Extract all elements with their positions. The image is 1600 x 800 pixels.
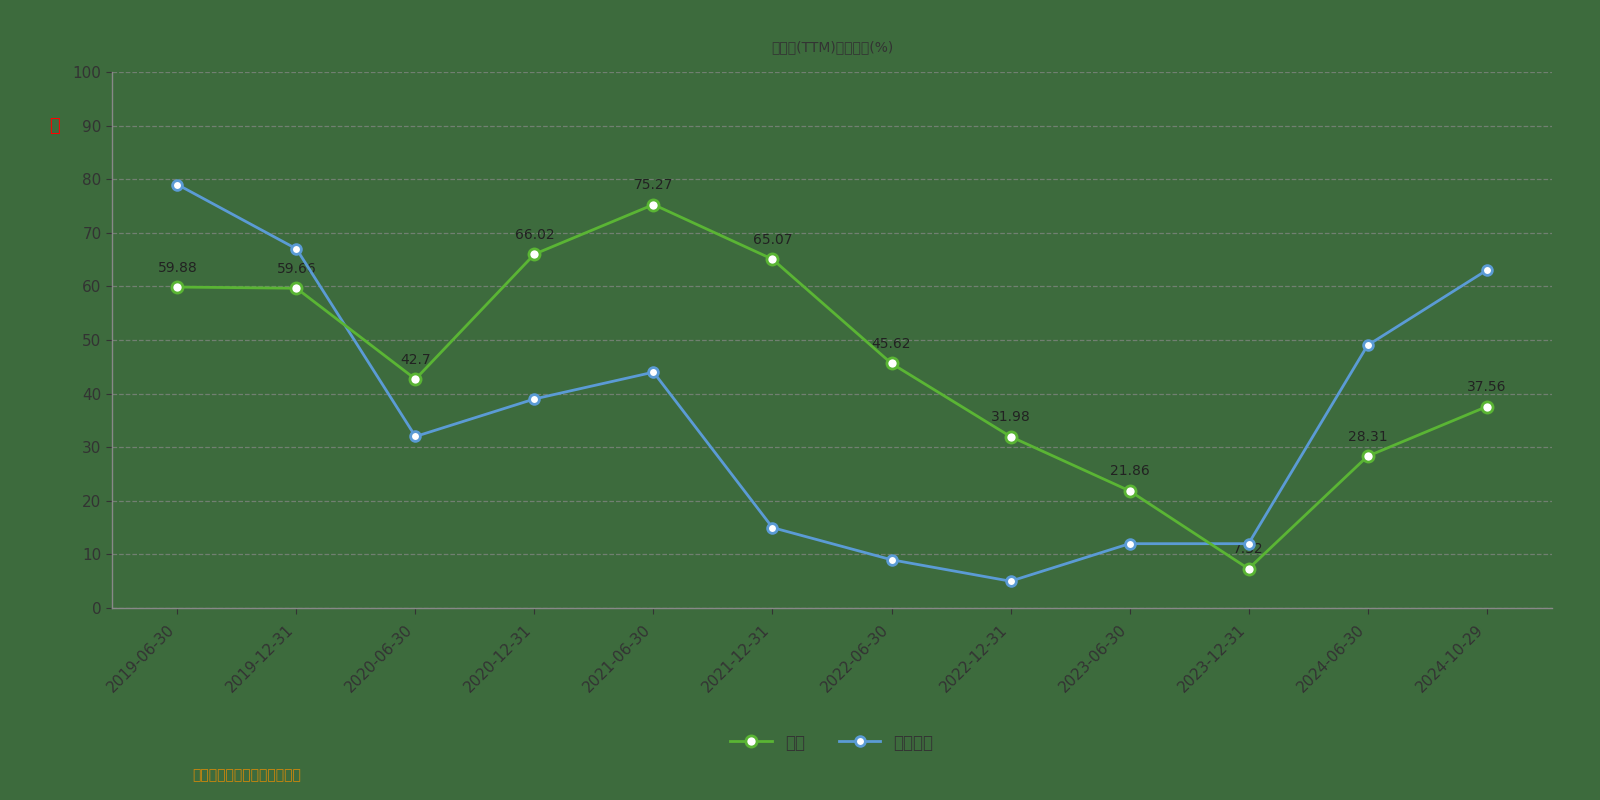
Text: 66.02: 66.02 bbox=[515, 228, 554, 242]
Text: 21.86: 21.86 bbox=[1110, 464, 1149, 478]
Text: 45.62: 45.62 bbox=[872, 337, 912, 351]
Text: 31.98: 31.98 bbox=[990, 410, 1030, 424]
Text: 28.31: 28.31 bbox=[1347, 430, 1387, 444]
Legend: 公司, 行业均值: 公司, 行业均值 bbox=[722, 726, 942, 761]
Text: 42.7: 42.7 bbox=[400, 353, 430, 366]
公司 bbox=[286, 283, 306, 293]
Text: 制图数据来自恒生聚源数据库: 制图数据来自恒生聚源数据库 bbox=[192, 768, 301, 782]
公司 bbox=[1477, 402, 1496, 411]
Text: 59.66: 59.66 bbox=[277, 262, 317, 276]
Title: 市销率(TTM)历史分位(%): 市销率(TTM)历史分位(%) bbox=[771, 40, 893, 54]
行业均值 bbox=[882, 555, 901, 565]
Text: 买: 买 bbox=[50, 117, 59, 134]
Text: 59.88: 59.88 bbox=[157, 261, 197, 274]
行业均值 bbox=[168, 180, 187, 190]
行业均值 bbox=[286, 244, 306, 254]
公司 bbox=[643, 200, 662, 210]
行业均值 bbox=[406, 432, 426, 442]
公司 bbox=[406, 374, 426, 384]
行业均值 bbox=[1120, 539, 1139, 549]
行业均值 bbox=[1002, 576, 1021, 586]
行业均值 bbox=[643, 367, 662, 377]
行业均值 bbox=[1238, 539, 1258, 549]
公司 bbox=[1238, 564, 1258, 574]
Text: 37.56: 37.56 bbox=[1467, 380, 1506, 394]
公司 bbox=[763, 254, 782, 264]
公司 bbox=[168, 282, 187, 292]
Line: 公司: 公司 bbox=[171, 199, 1493, 574]
Text: 65.07: 65.07 bbox=[752, 233, 792, 246]
行业均值 bbox=[525, 394, 544, 404]
Line: 行业均值: 行业均值 bbox=[173, 180, 1491, 586]
公司 bbox=[1120, 486, 1139, 496]
公司 bbox=[525, 250, 544, 259]
Text: 7.32: 7.32 bbox=[1234, 542, 1264, 556]
公司 bbox=[1358, 451, 1378, 461]
公司 bbox=[1002, 432, 1021, 442]
行业均值 bbox=[1358, 341, 1378, 350]
行业均值 bbox=[1477, 266, 1496, 275]
公司 bbox=[882, 358, 901, 368]
行业均值 bbox=[763, 523, 782, 533]
Text: 75.27: 75.27 bbox=[634, 178, 674, 192]
